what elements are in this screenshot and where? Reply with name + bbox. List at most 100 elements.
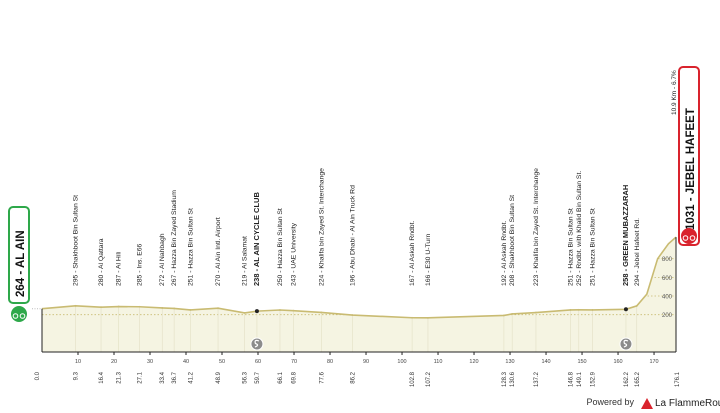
km-label: 33.4 [160, 371, 166, 383]
y-tick-label: 200 [662, 313, 673, 319]
waypoint-label: 252 - Rndbt. with Khalid Bin Sultan St. [576, 171, 583, 286]
brand-name: La FlammeRouge [655, 398, 720, 409]
waypoint-label: 294 - Jebel Hafeet Rd. [634, 218, 641, 286]
waypoint-label: 196 - Abu Dhabi - Al Ain Truck Rd [349, 185, 356, 286]
waypoint-dot [74, 304, 77, 307]
x-tick-label: 40 [183, 359, 189, 365]
waypoint-label: 243 - UAE University [290, 222, 297, 286]
x-tick-label: 30 [147, 359, 153, 365]
y-tick-label: 800 [662, 257, 673, 263]
sprint-label: 238 - AL AIN CYCLE CLUB [252, 192, 261, 286]
waypoint-label: 295 - Shakhboot Bin Sultan St [72, 195, 79, 286]
waypoint-dot [411, 316, 414, 319]
km-label: 176.1 [675, 371, 681, 387]
sprint-icon-s [254, 339, 260, 348]
sprint-icon-s [623, 339, 629, 348]
km-label: 56.3 [243, 371, 249, 383]
waypoint-dot [100, 306, 102, 309]
km-label: 152.9 [590, 371, 596, 387]
x-tick-label: 50 [219, 359, 225, 365]
waypoint-dot [511, 313, 514, 315]
x-tick-label: 90 [363, 359, 369, 365]
waypoint-label: 219 - Al Salamat [242, 236, 249, 286]
x-tick-label: 10 [75, 359, 81, 365]
x-tick-label: 160 [613, 359, 622, 365]
km-label: 21.3 [117, 371, 123, 383]
waypoint-label: 267 - Hazza Bin Zayed Stadium [171, 190, 178, 286]
km-label: 16.4 [99, 371, 105, 383]
waypoint-dot [569, 309, 572, 311]
waypoint-dot [173, 307, 176, 310]
waypoint-label: 285 - Ins. E66 [137, 243, 144, 286]
waypoint-dot [243, 312, 246, 314]
km-label: 86.2 [350, 371, 356, 383]
waypoint-label: 251 - Hazza Bin Sultan St [187, 208, 194, 286]
km-label: 27.1 [138, 371, 144, 383]
x-tick-label: 170 [649, 359, 658, 365]
waypoint-dot [217, 307, 219, 310]
finish-box [678, 66, 700, 246]
x-tick-label: 60 [255, 359, 261, 365]
km-label: 146.8 [569, 371, 575, 387]
waypoint-label: 280 - Al Qattara [98, 238, 105, 286]
x-tick-label: 100 [397, 359, 406, 365]
waypoint-dot [351, 314, 354, 316]
climb-label: 10.9 Km - 6.7% [671, 70, 678, 115]
waypoint-dot [535, 311, 537, 314]
km-label: 128.3 [502, 371, 508, 387]
waypoint-dot [161, 307, 164, 309]
waypoint-label: 223 - Khalifa bin Zayed St. Interchange [533, 168, 540, 286]
waypoint-dot [320, 311, 323, 314]
km-label: 107.2 [426, 371, 432, 387]
finish-icon [681, 228, 697, 244]
x-tick-label: 110 [434, 359, 443, 365]
x-tick-label: 150 [577, 359, 586, 365]
start-icon [11, 306, 27, 322]
waypoint-dot [117, 305, 120, 308]
km-label: 0.0 [35, 371, 41, 380]
km-label: 149.1 [577, 371, 583, 387]
waypoint-dot [623, 307, 628, 312]
waypoint-dot [254, 309, 259, 314]
waypoint-dot [577, 308, 580, 311]
start-box [8, 206, 30, 304]
x-tick-label: 80 [327, 359, 333, 365]
km-label: 9.3 [73, 371, 79, 380]
km-label: 36.7 [172, 371, 178, 383]
km-label: 165.2 [635, 371, 641, 387]
x-tick-label: 130 [505, 359, 514, 365]
waypoint-dot [591, 309, 594, 311]
y-tick-label: 600 [662, 276, 673, 282]
powered-by: Powered by [586, 397, 634, 407]
x-tick-label: 20 [111, 359, 117, 365]
km-label: 102.8 [410, 371, 416, 387]
finish-icon-wheel [682, 235, 689, 241]
waypoint-label: 287 - Al Hili [116, 251, 123, 286]
waypoint-dot [279, 309, 281, 311]
finish-label: 1031 - JEBEL HAFEET [685, 108, 697, 230]
km-label: 48.9 [216, 371, 222, 383]
waypoint-dot [427, 316, 429, 319]
start-icon-wheel [19, 313, 26, 319]
waypoint-dot [292, 309, 295, 312]
brand-logo [641, 398, 653, 409]
km-label: 59.7 [255, 371, 261, 383]
start-label: 264 - AL AIN [15, 230, 27, 297]
start-icon-wheel [12, 313, 19, 319]
waypoint-label: 270 - Al Ain Intl. Airport [215, 217, 222, 286]
finish-icon-wheel [689, 235, 696, 241]
sprint-label: 258 - GREEN MUBAZZARAH [621, 185, 630, 286]
waypoint-label: 251 - Hazza Bin Sultan St [589, 208, 596, 286]
km-label: 162.2 [624, 371, 630, 387]
profile-area [42, 237, 676, 352]
x-tick-label: 120 [469, 359, 478, 365]
km-label: 77.6 [319, 371, 325, 383]
x-tick-label: 70 [291, 359, 297, 365]
waypoint-label: 250 - Hazza Bin Sultan St [277, 208, 284, 286]
km-label: 66.1 [278, 371, 284, 383]
km-label: 41.2 [188, 371, 194, 383]
waypoint-dot [635, 305, 638, 307]
waypoint-label: 208 - Shakhboot Bin Sultan St [509, 195, 516, 286]
